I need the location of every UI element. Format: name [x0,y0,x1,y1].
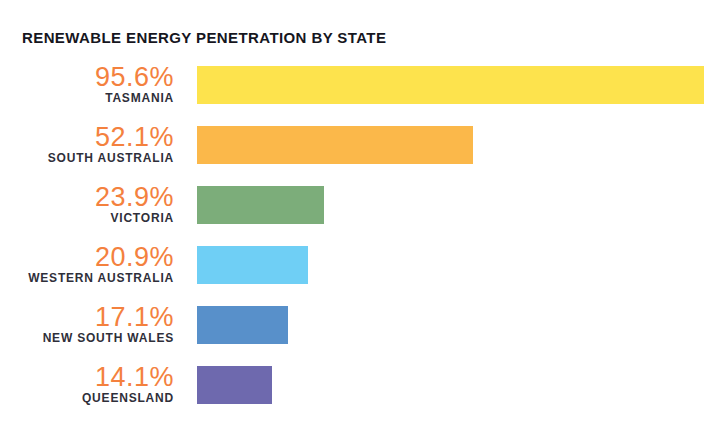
bar-label-group: 95.6% TASMANIA [0,66,174,104]
bar-category-label: NEW SOUTH WALES [43,332,174,344]
bar-value-label: 23.9% [95,186,174,209]
bar [197,66,704,104]
bar-row: 95.6% TASMANIA [0,66,725,104]
bar-value-label: 20.9% [95,246,174,269]
bar-value-label: 17.1% [95,306,174,329]
bar-label-group: 20.9% WESTERN AUSTRALIA [0,246,174,284]
bar-category-label: WESTERN AUSTRALIA [28,272,174,284]
bar [197,186,324,224]
bar-row: 14.1% QUEENSLAND [0,366,725,404]
bar-row: 17.1% NEW SOUTH WALES [0,306,725,344]
bar [197,366,272,404]
bar-value-label: 95.6% [95,66,174,89]
bar-category-label: VICTORIA [110,212,174,224]
bar-label-group: 52.1% SOUTH AUSTRALIA [0,126,174,164]
bar-row: 52.1% SOUTH AUSTRALIA [0,126,725,164]
bar [197,306,288,344]
bar-category-label: QUEENSLAND [82,392,174,404]
bar-category-label: SOUTH AUSTRALIA [48,152,174,164]
bar-rows: 95.6% TASMANIA 52.1% SOUTH AUSTRALIA 23.… [0,66,725,426]
chart-title: RENEWABLE ENERGY PENETRATION BY STATE [22,29,386,46]
bar-value-label: 14.1% [95,366,174,389]
bar-label-group: 23.9% VICTORIA [0,186,174,224]
bar [197,126,473,164]
bar-row: 23.9% VICTORIA [0,186,725,224]
bar-row: 20.9% WESTERN AUSTRALIA [0,246,725,284]
bar-label-group: 14.1% QUEENSLAND [0,366,174,404]
bar-category-label: TASMANIA [105,92,174,104]
bar-value-label: 52.1% [95,126,174,149]
chart-canvas: RENEWABLE ENERGY PENETRATION BY STATE 95… [0,0,725,435]
bar-label-group: 17.1% NEW SOUTH WALES [0,306,174,344]
bar [197,246,308,284]
